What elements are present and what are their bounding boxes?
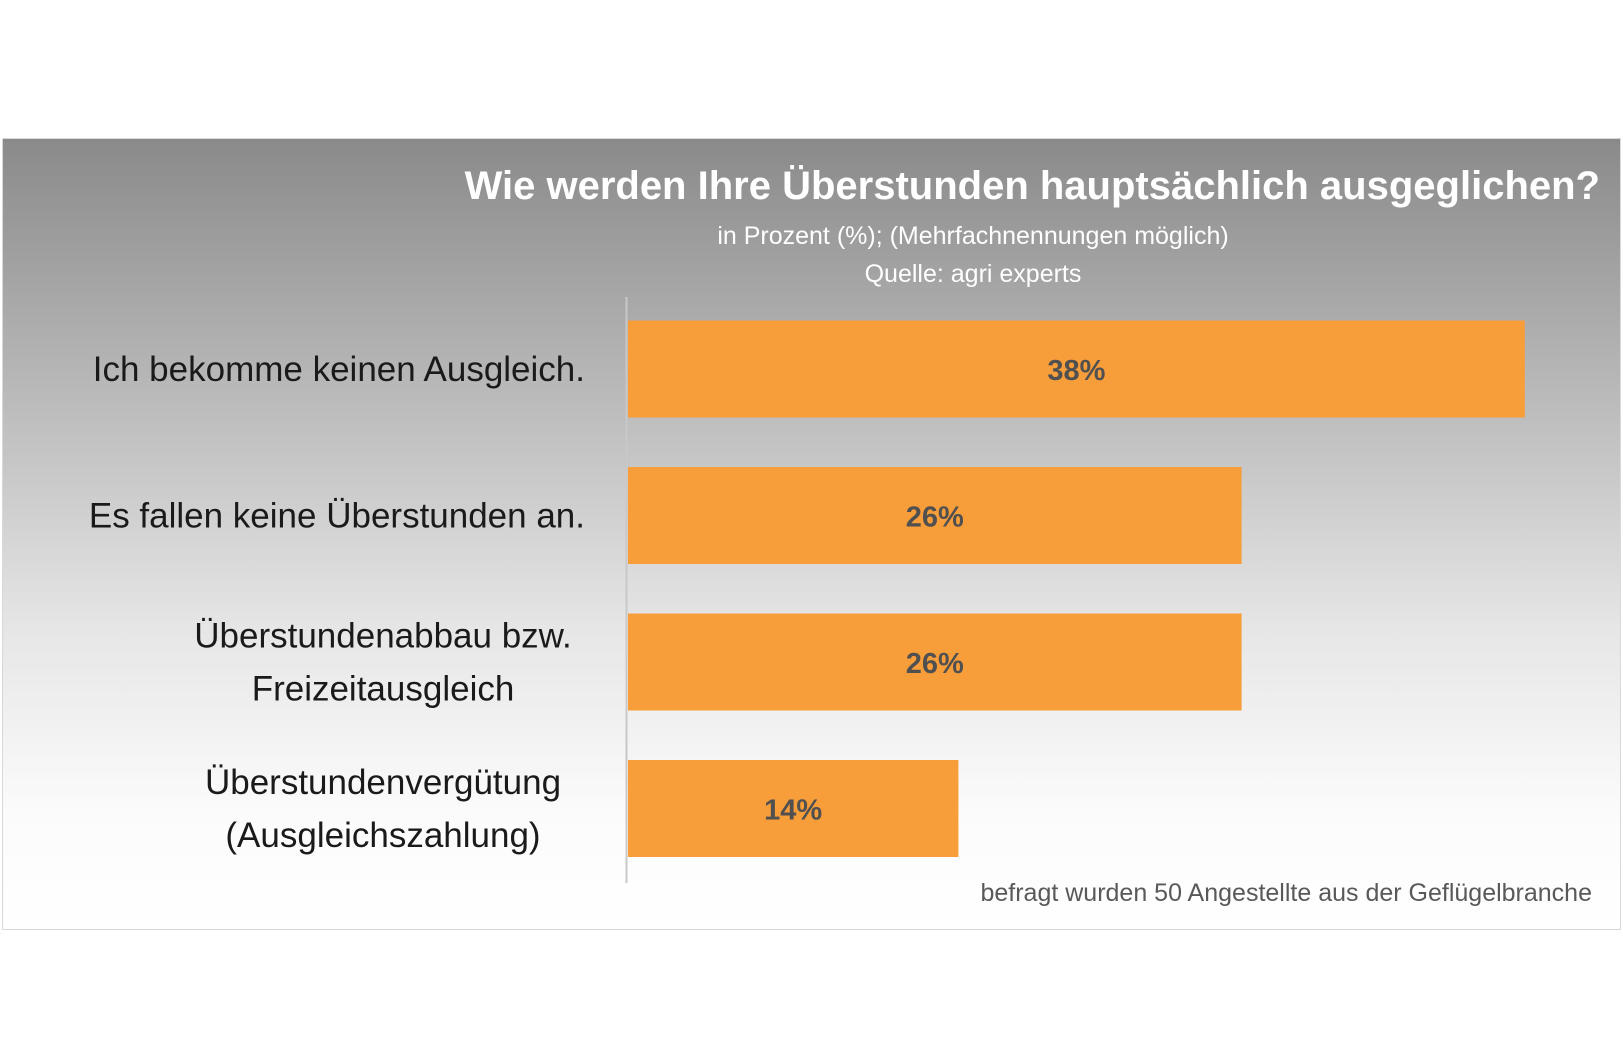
category-label-1: Ich bekomme keinen Ausgleich. xyxy=(93,350,585,389)
bars-group: 38% Ich bekomme keinen Ausgleich. 26% Es fa… xyxy=(89,320,1525,857)
bar-value-label-4: 14% xyxy=(764,795,822,827)
bar-value-label-1: 38% xyxy=(1047,355,1105,387)
bar-1 xyxy=(628,320,1525,418)
bar-chart: Wie werden Ihre Überstunden hauptsächlic… xyxy=(89,163,1600,907)
chart-footnote: befragt wurden 50 Angestellte aus der Ge… xyxy=(980,879,1592,907)
chart-subtitle: in Prozent (%); (Mehrfachnennungen mögli… xyxy=(717,222,1228,250)
category-label-line: (Ausgleichszahlung) xyxy=(225,816,540,855)
bar-3 xyxy=(628,613,1242,711)
category-label-line: Ich bekomme keinen Ausgleich. xyxy=(93,350,585,389)
category-label-line: Freizeitausgleich xyxy=(252,670,515,709)
category-label-line: Überstundenabbau bzw. xyxy=(194,617,572,656)
category-label-line: Es fallen keine Überstunden an. xyxy=(89,497,585,536)
bar-value-label-3: 26% xyxy=(906,648,964,680)
chart-panel: Wie werden Ihre Überstunden hauptsächlic… xyxy=(2,138,1621,930)
category-label-line: Überstundenvergütung xyxy=(205,763,561,802)
bar-value-label-2: 26% xyxy=(906,502,964,534)
chart-title: Wie werden Ihre Überstunden hauptsächlic… xyxy=(465,163,1600,208)
bar-4 xyxy=(628,760,959,857)
category-label-3: Überstundenabbau bzw. Freizeitausgleich xyxy=(194,617,572,709)
category-label-4: Überstundenvergütung (Ausgleichszahlung) xyxy=(205,763,561,855)
chart-source: Quelle: agri experts xyxy=(865,260,1082,288)
bar-2 xyxy=(628,467,1242,564)
category-label-2: Es fallen keine Überstunden an. xyxy=(89,497,585,536)
